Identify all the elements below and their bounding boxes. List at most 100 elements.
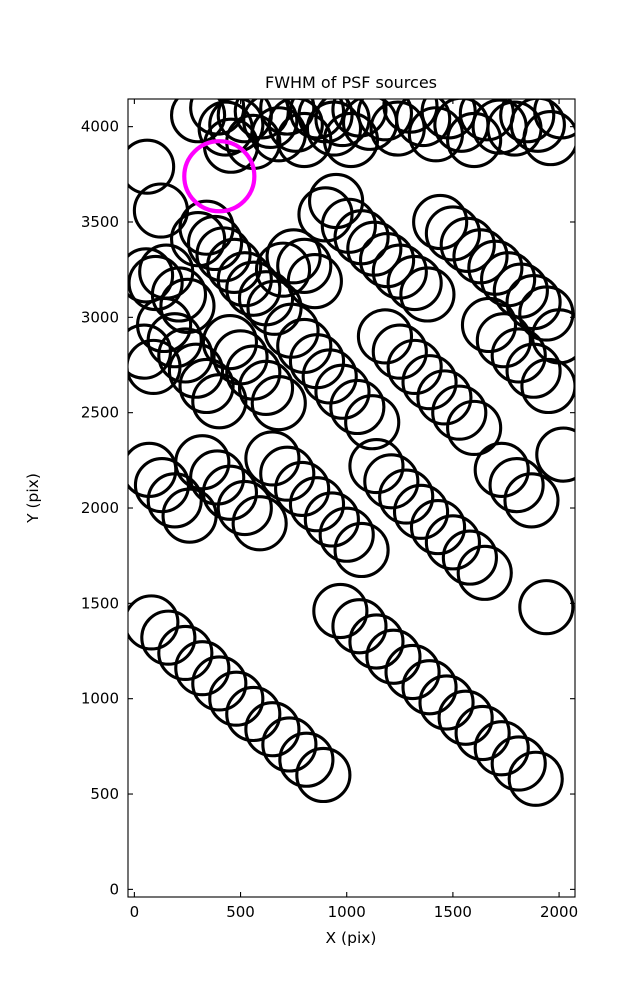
- psf-source-circle: [174, 640, 231, 697]
- scatter-data-layer: [128, 99, 575, 807]
- psf-source-circle: [201, 464, 259, 521]
- psf-source-circle: [424, 514, 481, 571]
- psf-source-circle: [191, 655, 248, 712]
- psf-source-circle: [231, 495, 288, 552]
- psf-source-circle: [348, 437, 405, 495]
- psf-source-circle: [401, 659, 458, 716]
- psf-source-circle: [386, 254, 443, 312]
- x-axis-ticks: 0 500 1000 1500 2000: [130, 99, 578, 921]
- psf-source-circle: [244, 430, 301, 487]
- x-tick-label: 1000: [328, 903, 366, 921]
- y-tick-label: 4000: [81, 118, 119, 136]
- psf-source-circle: [208, 99, 265, 153]
- y-tick-label: 2500: [81, 404, 119, 422]
- psf-source-circle: [348, 613, 405, 670]
- x-tick-label: 2000: [540, 903, 578, 921]
- psf-source-circle: [329, 378, 386, 436]
- psf-source-circle: [208, 670, 265, 727]
- psf-source-circle: [288, 476, 346, 533]
- psf-source-circle: [128, 594, 180, 651]
- psf-source-circle: [178, 357, 235, 415]
- psf-source-circle: [333, 521, 390, 579]
- psf-source-circle: [250, 375, 307, 432]
- axes-frame: [127, 98, 576, 898]
- psf-source-circle: [522, 110, 575, 167]
- psf-source-circle: [437, 689, 494, 746]
- psf-source-circle: [225, 260, 282, 317]
- psf-source-circle: [216, 251, 273, 308]
- psf-source-circle: [356, 308, 414, 365]
- psf-source-circle: [386, 338, 443, 395]
- psf-source-circle: [246, 279, 303, 336]
- psf-source-circle: [488, 457, 545, 514]
- psf-source-circle: [318, 506, 375, 563]
- psf-source-circle: [216, 479, 273, 537]
- y-tick-label: 1000: [81, 690, 119, 708]
- y-tick-label: 500: [90, 785, 119, 803]
- x-tick-label: 0: [130, 903, 140, 921]
- x-tick-label: 500: [226, 903, 255, 921]
- psf-source-circle: [533, 99, 575, 140]
- psf-source-circle: [446, 111, 503, 169]
- psf-source-circle: [518, 579, 575, 636]
- psf-source-circle: [146, 312, 203, 369]
- psf-source-circle: [503, 472, 560, 529]
- psf-source-circle: [276, 237, 333, 294]
- psf-source-circle: [473, 441, 530, 498]
- psf-source-circle: [157, 327, 214, 384]
- psf-source-circle: [242, 99, 299, 150]
- psf-source-circle: [178, 199, 235, 256]
- psf-source-circle: [392, 483, 450, 540]
- psf-source-circle: [259, 99, 316, 136]
- psf-source-circle: [418, 674, 475, 731]
- psf-source-circle: [520, 357, 575, 415]
- psf-source-circle: [157, 624, 214, 682]
- psf-source-circle: [167, 342, 225, 399]
- chart-title: FWHM of PSF sources: [265, 73, 437, 92]
- psf-source-circle: [499, 99, 556, 144]
- psf-source-circle: [261, 716, 318, 773]
- psf-source-circle: [331, 598, 388, 655]
- psf-source-circle: [490, 735, 547, 792]
- psf-source-circle: [416, 369, 473, 426]
- psf-source-circle: [535, 426, 575, 483]
- psf-source-circle: [473, 720, 530, 777]
- psf-source-circle: [441, 529, 498, 586]
- psf-source-circle: [128, 138, 176, 195]
- y-tick-label: 0: [109, 880, 119, 898]
- psf-source-circle: [454, 704, 511, 762]
- y-axis-label: Y (pix): [24, 473, 42, 524]
- psf-source-circle: [446, 399, 503, 457]
- psf-source-circle: [288, 99, 346, 140]
- psf-source-circle: [206, 237, 263, 294]
- psf-source-circle: [395, 99, 452, 148]
- psf-source-circle: [409, 498, 467, 556]
- psf-source-circle: [365, 628, 422, 685]
- psf-source-circle: [303, 491, 360, 548]
- psf-source-circle: [254, 241, 312, 298]
- psf-source-circle: [225, 685, 282, 743]
- psf-source-circle: [128, 247, 175, 304]
- psf-source-circle: [140, 609, 197, 666]
- psf-source-circle: [314, 363, 371, 420]
- psf-source-circle: [378, 468, 435, 525]
- psf-source-circle: [384, 643, 441, 701]
- psf-source-circle: [344, 394, 401, 451]
- psf-source-circle: [186, 214, 244, 272]
- psf-source-circle: [356, 99, 414, 142]
- reference-marker-layer: [182, 139, 257, 214]
- psf-source-circle: [371, 323, 428, 380]
- psf-source-circle: [259, 445, 316, 502]
- psf-source-circle: [363, 453, 420, 510]
- psf-source-circle: [507, 750, 564, 807]
- psf-source-circle: [201, 314, 259, 371]
- psf-source-circle: [331, 99, 388, 138]
- psf-source-circle: [244, 701, 301, 758]
- y-tick-label: 3500: [81, 213, 119, 231]
- psf-source-circle: [150, 266, 208, 323]
- psf-source-circle: [312, 582, 369, 640]
- psf-source-circle: [278, 731, 335, 788]
- reference-fwhm-circle-icon: [182, 139, 257, 214]
